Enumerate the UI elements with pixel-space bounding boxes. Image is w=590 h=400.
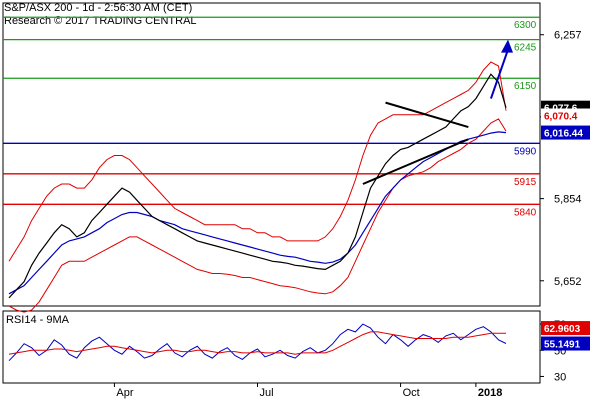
resistance-level-label: 6150 (514, 81, 537, 92)
support-level-label: 5915 (514, 177, 537, 188)
rsi-line (8, 323, 507, 362)
lower-band-line (8, 118, 507, 313)
rsi-ma-tag-box (541, 321, 590, 336)
triangle-upper-line (385, 101, 469, 129)
price-y-tick-label: 5,854 (554, 194, 582, 206)
month-label: 2018 (478, 387, 502, 399)
moving-average-tag-box (541, 125, 590, 140)
projection-arrow-shaft (489, 49, 509, 99)
resistance-level-label: 6245 (514, 43, 537, 54)
chart-credit: Research © 2017 TRADING CENTRAL (4, 15, 197, 27)
triangle-lower-line (362, 138, 469, 185)
rsi-y-tick-label: 30 (554, 371, 566, 383)
upper-band-tag-box (541, 108, 590, 123)
month-label: Jul (260, 387, 274, 399)
upper-band-line (8, 61, 507, 262)
rsi-ma-line (8, 331, 506, 355)
moving-average-line (8, 131, 507, 295)
rsi-tag-text: 55.1491 (544, 340, 581, 351)
rsi-tag-box (541, 336, 590, 351)
price-panel-frame (2, 2, 541, 307)
moving-average-tag-text: 6,016.44 (544, 129, 583, 140)
upper-band-tag-text: 6,070.4 (544, 111, 578, 122)
resistance-level-label: 6300 (514, 20, 537, 31)
rsi-title: RSI14 - 9MA (6, 314, 70, 326)
rsi-panel-frame (2, 310, 541, 384)
chart-title: S&P/ASX 200 - 1d - 2:56:30 AM (CET) (4, 2, 193, 14)
support-level-label: 5840 (514, 207, 537, 218)
price-y-tick-label: 5,652 (554, 276, 582, 288)
price-y-tick-label: 6,257 (554, 30, 582, 42)
price-line (8, 73, 507, 299)
pivot-level-label: 5990 (514, 146, 537, 157)
month-label: Apr (116, 387, 133, 399)
month-label: Oct (403, 387, 420, 399)
rsi-ma-tag-text: 62.9603 (544, 324, 581, 335)
projection-arrow-head (501, 39, 513, 53)
